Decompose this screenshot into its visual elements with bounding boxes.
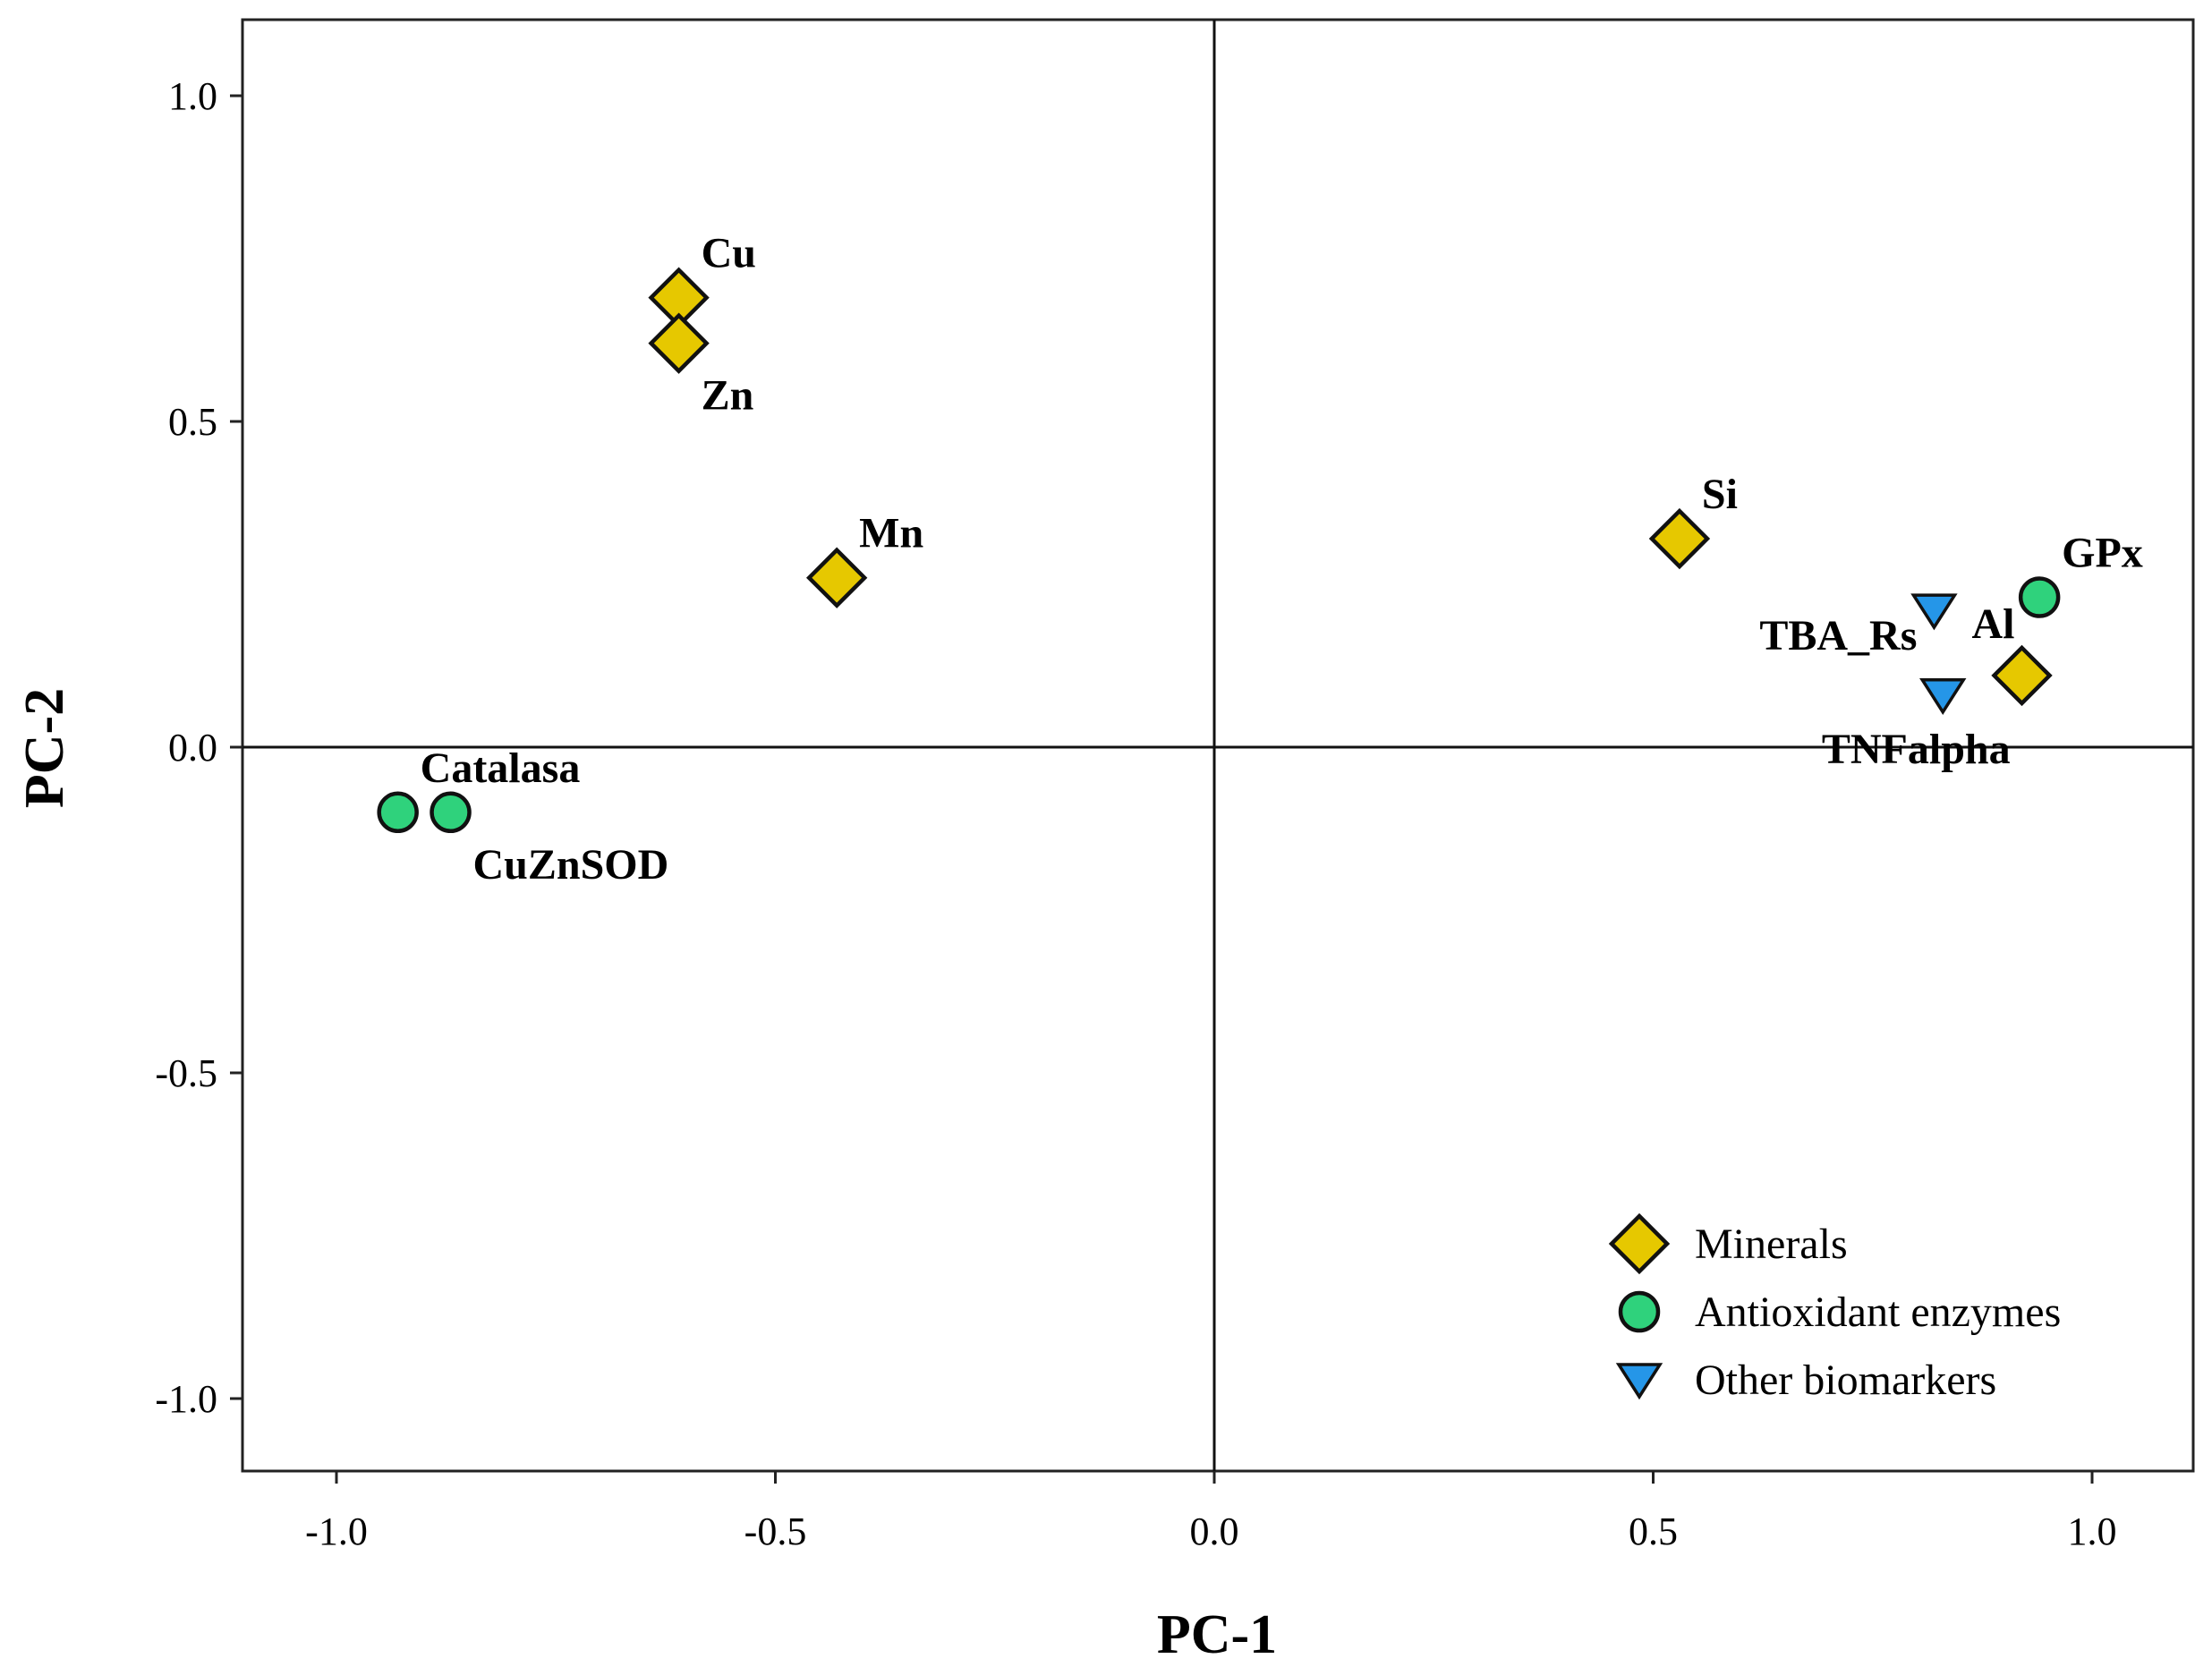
data-points: [377, 267, 2061, 834]
label-cu: Cu: [702, 230, 756, 277]
point-si: [1648, 507, 1711, 570]
point-catalasa: [377, 791, 419, 834]
point-labels: Cu Zn Mn Si Al Catalasa CuZnSOD GPx TBA_Rs TNFalp…: [421, 230, 2143, 889]
point-gpx: [2018, 576, 2061, 618]
x-tick-label: 0.0: [1190, 1510, 1239, 1553]
y-tick-label: 0.5: [168, 400, 217, 444]
x-tick-label: 0.5: [1629, 1510, 1678, 1553]
label-gpx: GPx: [2062, 530, 2143, 577]
legend-marker-other-biomarkers: [1615, 1363, 1663, 1400]
legend-marker-minerals: [1608, 1212, 1671, 1275]
x-tick-label: 1.0: [2068, 1510, 2117, 1553]
legend: Minerals Antioxidant enzymes Other biomark…: [1608, 1212, 2061, 1404]
label-catalasa: Catalasa: [421, 744, 581, 792]
label-zn: Zn: [702, 372, 754, 420]
label-si: Si: [1702, 471, 1738, 518]
point-al: [1991, 644, 2053, 707]
legend-marker-antioxidant-enzymes: [1618, 1290, 1661, 1333]
legend-label-minerals: Minerals: [1695, 1220, 1848, 1268]
label-tba-rs: TBA_Rs: [1759, 612, 1917, 659]
y-tick-label: 1.0: [168, 74, 217, 118]
point-cuznsod: [430, 791, 472, 834]
axes: -1.0 -0.5 0.0 0.5 1.0 1.0 0.5 0.0 -0.5 -1.0: [155, 74, 2116, 1553]
point-tnfalpha: [1919, 678, 1967, 716]
reference-lines: [242, 20, 2193, 1471]
label-tnfalpha: TNFalpha: [1822, 726, 2011, 773]
label-al: Al: [1972, 600, 2015, 648]
point-mn: [805, 547, 868, 608]
point-zn: [648, 312, 710, 374]
plot-frame: [241, 18, 2195, 1473]
label-cuznsod: CuZnSOD: [473, 841, 669, 889]
x-tick-label: -1.0: [305, 1510, 368, 1553]
y-tick-label: -1.0: [155, 1377, 217, 1421]
point-tba-rs: [1910, 593, 1958, 631]
y-axis-title: PC-2: [14, 688, 75, 808]
legend-label-antioxidant-enzymes: Antioxidant enzymes: [1695, 1289, 2061, 1336]
label-mn: Mn: [859, 510, 923, 557]
y-tick-label: 0.0: [168, 726, 217, 770]
legend-label-other-biomarkers: Other biomarkers: [1695, 1357, 1996, 1404]
y-tick-label: -0.5: [155, 1051, 217, 1095]
x-tick-label: -0.5: [744, 1510, 807, 1553]
x-axis-title: PC-1: [1157, 1604, 1277, 1665]
